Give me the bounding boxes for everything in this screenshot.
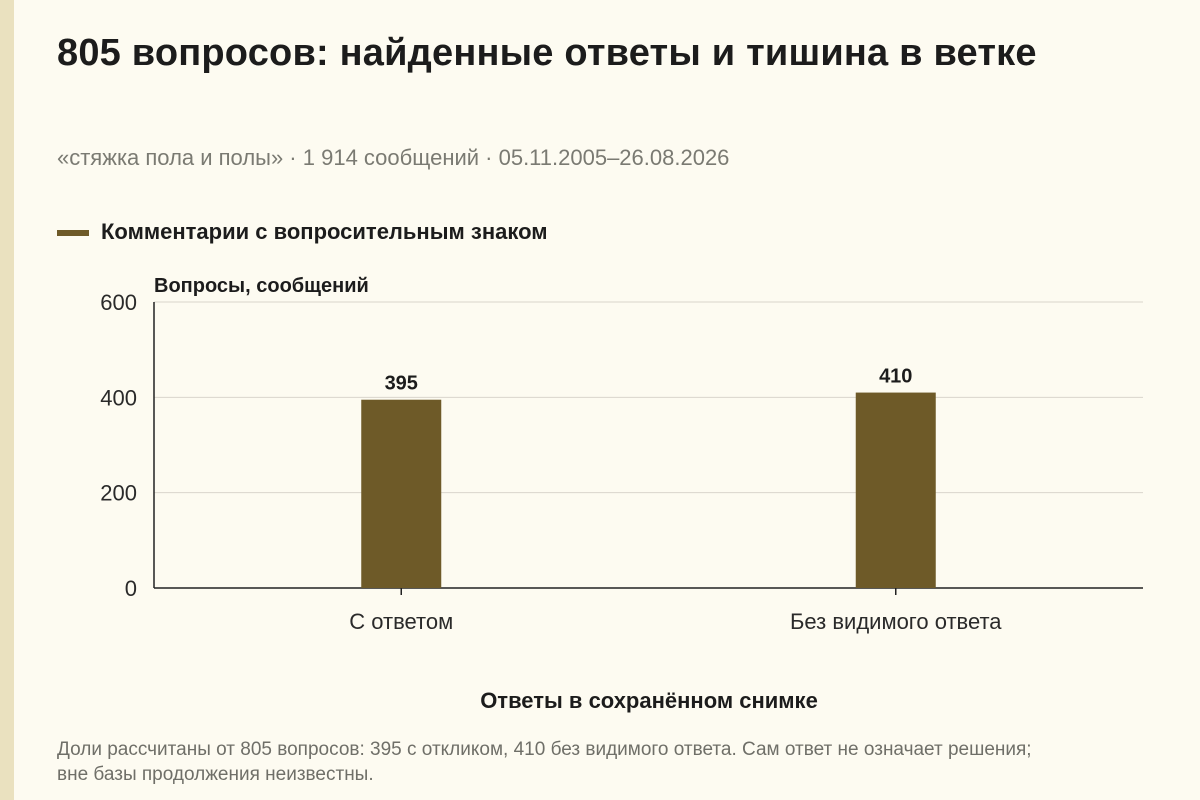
y-tick-label: 600: [100, 290, 137, 315]
x-tick-label: Без видимого ответа: [790, 609, 1002, 634]
accent-strip: [0, 0, 14, 800]
y-tick-label: 200: [100, 481, 137, 506]
legend-label: Комментарии с вопросительным знаком: [101, 219, 548, 244]
bar-chart: Вопросы, сообщений 0 200 400 600 395 С ответом…: [100, 275, 1143, 713]
y-tick-label: 0: [125, 576, 137, 601]
bar: [855, 392, 936, 588]
x-tick-label: С ответом: [349, 609, 453, 634]
data-label: 410: [879, 366, 912, 388]
legend: Комментарии с вопросительным знаком: [57, 219, 548, 245]
legend-swatch: [57, 230, 89, 236]
y-axis-title: Вопросы, сообщений: [154, 275, 369, 297]
footnote: Доли рассчитаны от 805 вопросов: 395 с о…: [57, 739, 1032, 785]
chart-title: 805 вопросов: найденные ответы и тишина …: [57, 32, 1037, 74]
chart-subtitle: «стяжка пола и полы» · 1 914 сообщений ·…: [57, 145, 730, 170]
x-axis-title: Ответы в сохранённом снимке: [480, 688, 818, 713]
bar: [361, 399, 442, 588]
data-label: 395: [385, 373, 418, 395]
y-tick-label: 400: [100, 385, 137, 410]
